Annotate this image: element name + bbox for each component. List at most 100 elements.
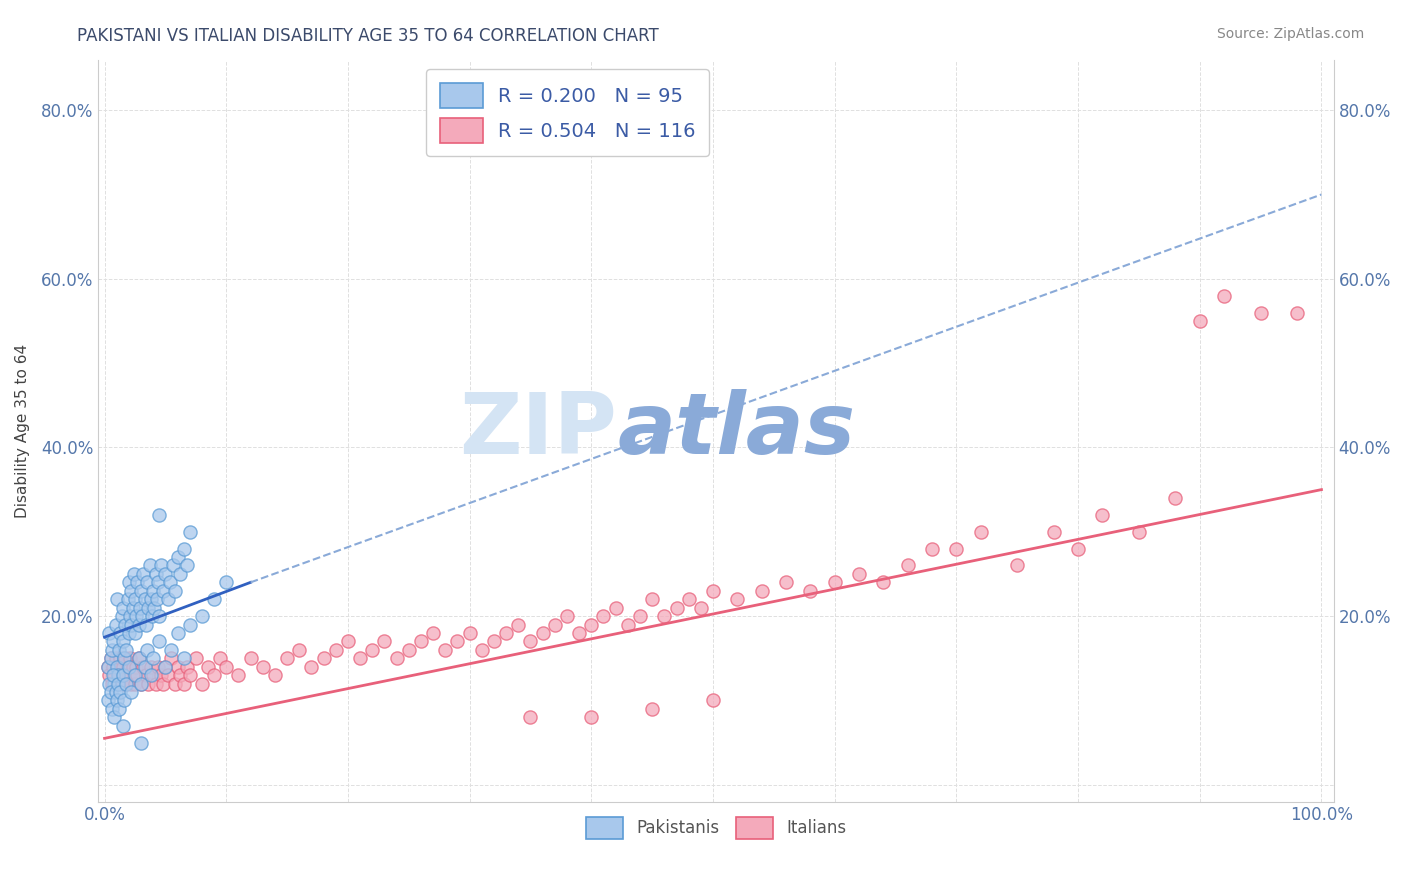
Point — [385, 651, 408, 665]
Point — [111, 600, 134, 615]
Point — [409, 634, 432, 648]
Point — [136, 575, 159, 590]
Point — [173, 651, 195, 665]
Point — [1213, 288, 1236, 302]
Point — [160, 642, 183, 657]
Point — [482, 634, 505, 648]
Point — [105, 693, 128, 707]
Point — [97, 693, 120, 707]
Point — [617, 617, 640, 632]
Point — [252, 659, 274, 673]
Point — [128, 651, 150, 665]
Point — [136, 642, 159, 657]
Point — [128, 600, 150, 615]
Point — [349, 651, 371, 665]
Point — [398, 642, 420, 657]
Point — [145, 566, 167, 581]
Point — [149, 558, 172, 573]
Point — [128, 617, 150, 632]
Point — [775, 575, 797, 590]
Point — [117, 659, 139, 673]
Point — [325, 642, 347, 657]
Point — [143, 600, 166, 615]
Point — [111, 634, 134, 648]
Point — [100, 685, 122, 699]
Point — [103, 668, 125, 682]
Point — [641, 702, 664, 716]
Point — [111, 668, 134, 682]
Point — [149, 668, 172, 682]
Point — [138, 676, 160, 690]
Point — [120, 685, 142, 699]
Point — [118, 626, 141, 640]
Point — [678, 592, 700, 607]
Point — [101, 676, 124, 690]
Point — [159, 575, 181, 590]
Point — [155, 659, 177, 673]
Point — [118, 668, 141, 682]
Point — [142, 651, 165, 665]
Point — [215, 575, 238, 590]
Point — [373, 634, 395, 648]
Point — [202, 668, 225, 682]
Point — [103, 710, 125, 724]
Point — [276, 651, 298, 665]
Point — [112, 668, 135, 682]
Point — [114, 617, 136, 632]
Point — [173, 676, 195, 690]
Point — [209, 651, 232, 665]
Point — [122, 566, 145, 581]
Point — [146, 659, 169, 673]
Point — [112, 651, 135, 665]
Point — [98, 626, 121, 640]
Point — [160, 651, 183, 665]
Point — [495, 626, 517, 640]
Point — [471, 642, 494, 657]
Point — [1007, 558, 1029, 573]
Point — [202, 592, 225, 607]
Text: PAKISTANI VS ITALIAN DISABILITY AGE 35 TO 64 CORRELATION CHART: PAKISTANI VS ITALIAN DISABILITY AGE 35 T… — [77, 27, 659, 45]
Point — [145, 676, 167, 690]
Point — [654, 609, 676, 624]
Point — [124, 676, 146, 690]
Point — [665, 600, 688, 615]
Point — [592, 609, 614, 624]
Point — [1042, 524, 1064, 539]
Point — [169, 566, 191, 581]
Point — [134, 592, 156, 607]
Point — [110, 685, 132, 699]
Point — [115, 676, 138, 690]
Point — [848, 566, 870, 581]
Point — [166, 659, 188, 673]
Point — [1286, 305, 1309, 319]
Point — [110, 676, 132, 690]
Point — [128, 651, 150, 665]
Point — [107, 676, 129, 690]
Point — [336, 634, 359, 648]
Point — [1250, 305, 1272, 319]
Point — [702, 693, 724, 707]
Point — [531, 626, 554, 640]
Point — [105, 659, 128, 673]
Point — [138, 558, 160, 573]
Point — [581, 710, 603, 724]
Point — [129, 583, 152, 598]
Point — [434, 642, 457, 657]
Point — [97, 659, 120, 673]
Point — [641, 592, 664, 607]
Point — [301, 659, 323, 673]
Point — [689, 600, 711, 615]
Point — [131, 609, 153, 624]
Point — [108, 668, 131, 682]
Point — [155, 566, 177, 581]
Point — [124, 668, 146, 682]
Point — [970, 524, 993, 539]
Point — [1128, 524, 1150, 539]
Point — [1067, 541, 1090, 556]
Point — [134, 659, 156, 673]
Point — [152, 676, 174, 690]
Point — [156, 592, 179, 607]
Point — [104, 685, 127, 699]
Point — [148, 508, 170, 522]
Point — [568, 626, 591, 640]
